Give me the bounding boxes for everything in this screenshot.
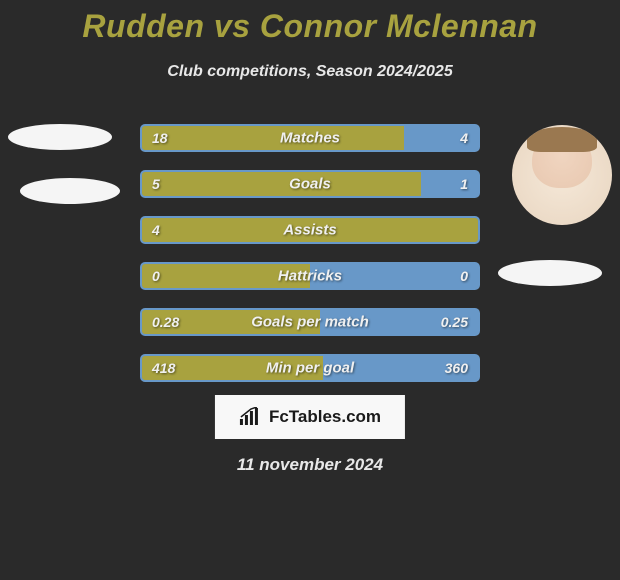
stat-value-right: 1 — [460, 176, 468, 192]
bar-fill-left — [142, 126, 404, 150]
stats-bars-container: 18 Matches 4 5 Goals 1 4 Assists 0 Hattricks 0 0.28… — [140, 124, 480, 400]
stat-bar-row: 18 Matches 4 — [140, 124, 480, 152]
decorative-oval-left-1 — [8, 124, 112, 150]
brand-badge: FcTables.com — [215, 395, 405, 439]
footer-date: 11 november 2024 — [237, 455, 383, 475]
bar-fill-left — [142, 172, 421, 196]
page-subtitle: Club competitions, Season 2024/2025 — [0, 63, 620, 81]
comparison-infographic: Rudden vs Connor Mclennan Club competiti… — [0, 0, 620, 580]
stat-value-left: 418 — [152, 360, 175, 376]
stat-bar-row: 5 Goals 1 — [140, 170, 480, 198]
stat-bar-row: 418 Min per goal 360 — [140, 354, 480, 382]
stat-value-right: 0.25 — [441, 314, 468, 330]
chart-icon — [239, 407, 263, 427]
page-title: Rudden vs Connor Mclennan — [0, 0, 620, 45]
player-right-avatar — [512, 125, 612, 225]
stat-bar-row: 0.28 Goals per match 0.25 — [140, 308, 480, 336]
brand-text: FcTables.com — [269, 407, 381, 427]
stat-label: Hattricks — [278, 268, 342, 285]
stat-label: Matches — [280, 130, 340, 147]
stat-label: Min per goal — [266, 360, 354, 377]
decorative-oval-right — [498, 260, 602, 286]
stat-label: Goals per match — [251, 314, 369, 331]
decorative-oval-left-2 — [20, 178, 120, 204]
stat-bar-row: 0 Hattricks 0 — [140, 262, 480, 290]
stat-value-right: 4 — [460, 130, 468, 146]
stat-label: Goals — [289, 176, 331, 193]
stat-value-left: 0 — [152, 268, 160, 284]
stat-value-left: 0.28 — [152, 314, 179, 330]
stat-value-left: 18 — [152, 130, 168, 146]
stat-value-right: 360 — [445, 360, 468, 376]
stat-bar-row: 4 Assists — [140, 216, 480, 244]
stat-value-right: 0 — [460, 268, 468, 284]
stat-value-left: 5 — [152, 176, 160, 192]
stat-label: Assists — [283, 222, 336, 239]
stat-value-left: 4 — [152, 222, 160, 238]
